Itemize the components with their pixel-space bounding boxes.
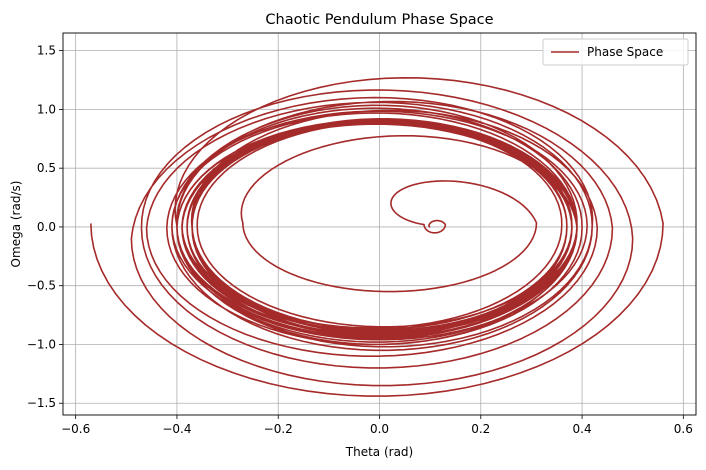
y-tick-label: −0.5: [27, 279, 56, 293]
x-tick-label: 0.2: [471, 422, 490, 436]
y-tick-label: 1.0: [37, 102, 56, 116]
x-tick-label: −0.4: [162, 422, 191, 436]
y-tick-label: 1.5: [37, 44, 56, 58]
x-tick-label: 0.4: [573, 422, 592, 436]
x-tick-label: 0.0: [370, 422, 389, 436]
y-tick-label: 0.5: [37, 161, 56, 175]
y-tick-label: −1.5: [27, 396, 56, 410]
chart-title: Chaotic Pendulum Phase Space: [265, 12, 493, 28]
y-tick-label: −1.0: [27, 337, 56, 351]
x-tick-label: −0.6: [61, 422, 90, 436]
x-tick-label: 0.6: [674, 422, 693, 436]
legend-label: Phase Space: [587, 45, 663, 59]
plot-area: [90, 76, 664, 397]
x-tick-label: −0.2: [264, 422, 293, 436]
legend: Phase Space: [542, 38, 689, 66]
y-tick-label: 0.0: [37, 220, 56, 234]
y-axis-label: Omega (rad/s): [9, 181, 23, 268]
x-axis-label: Theta (rad): [345, 445, 413, 459]
x-axis: −0.6 −0.4 −0.2 0.0 0.2 0.4 0.6: [61, 415, 693, 436]
series-line-phase-space: [90, 76, 664, 397]
legend-box: [542, 38, 689, 66]
y-axis: −1.5 −1.0 −0.5 0.0 0.5 1.0 1.5: [27, 44, 63, 410]
